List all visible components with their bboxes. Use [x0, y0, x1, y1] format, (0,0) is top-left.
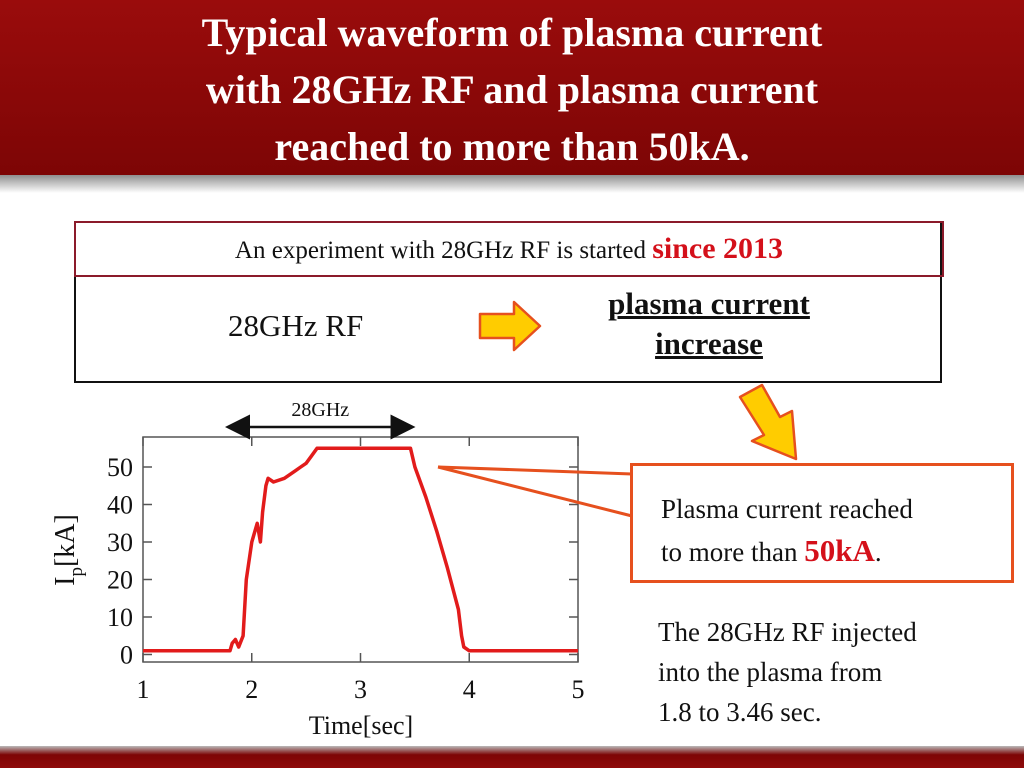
svg-text:Ip[kA]: Ip[kA]	[50, 514, 87, 586]
plasma-current-trace	[143, 446, 578, 653]
rf-label: 28GHz RF	[228, 308, 364, 343]
y-tick-label: 0	[120, 641, 133, 670]
banner-shadow	[0, 175, 1024, 193]
title-line-1: Typical waveform of plasma current	[201, 10, 823, 55]
y-axis-label-unit: [kA]	[50, 514, 81, 567]
y-tick-label: 30	[107, 528, 133, 557]
note-line-2: into the plasma from	[658, 657, 883, 687]
info-box	[74, 221, 942, 383]
arrow-down-icon	[738, 383, 798, 461]
callout-line-1: Plasma current reached	[661, 494, 913, 524]
y-tick-label: 20	[107, 566, 133, 595]
rf-injection-note: The 28GHz RF injected into the plasma fr…	[658, 612, 1008, 732]
x-tick-label: 1	[137, 675, 150, 704]
result-text: plasma current increase	[570, 284, 848, 364]
footer-bar	[0, 746, 1024, 768]
callout-line-2: to more than 50kA.	[661, 530, 1011, 573]
info-intro: An experiment with 28GHz RF is started	[234, 237, 653, 264]
callout-prefix: to more than	[661, 537, 805, 567]
info-since: since 2013	[652, 232, 784, 265]
rf-annotation-label: 28GHz	[291, 399, 349, 421]
callout-box: Plasma current reached to more than 50kA…	[630, 463, 1014, 583]
y-tick-label: 40	[107, 491, 133, 520]
plot-frame	[142, 436, 579, 663]
x-tick-label: 3	[354, 675, 367, 704]
note-line-3: 1.8 to 3.46 sec.	[658, 697, 822, 727]
x-tick-label: 2	[245, 675, 258, 704]
y-tick-label: 10	[107, 603, 133, 632]
y-axis-label: Ip[kA]	[50, 514, 87, 586]
x-tick-label: 5	[572, 675, 585, 704]
y-ticks: 0 10 20 30 40 50	[107, 453, 578, 670]
x-axis-label: Time[sec]	[309, 711, 413, 740]
info-header: An experiment with 28GHz RF is started s…	[74, 221, 944, 277]
plasma-current-chart: 0 10 20 30 40 50 1 2 3 4 5 28GHz Time[sec] Ip[kA]	[50, 399, 585, 740]
title-banner	[0, 0, 1024, 175]
y-axis-label-sub: p	[66, 567, 87, 577]
result-line-2: increase	[655, 326, 763, 361]
result-line-1: plasma current	[608, 286, 810, 321]
title-line-2: with 28GHz RF and plasma current	[205, 67, 819, 112]
x-ticks: 1 2 3 4 5	[137, 437, 585, 704]
arrow-right-icon	[478, 300, 542, 352]
note-line-1: The 28GHz RF injected	[658, 617, 917, 647]
callout-suffix: .	[874, 537, 882, 567]
x-tick-label: 4	[463, 675, 476, 704]
y-axis-label-main: I	[50, 577, 81, 586]
slide-title: Typical waveform of plasma current with …	[40, 4, 984, 175]
callout-value: 50kA	[804, 533, 875, 568]
title-line-3: reached to more than 50kA.	[274, 124, 750, 169]
y-tick-label: 50	[107, 453, 133, 482]
